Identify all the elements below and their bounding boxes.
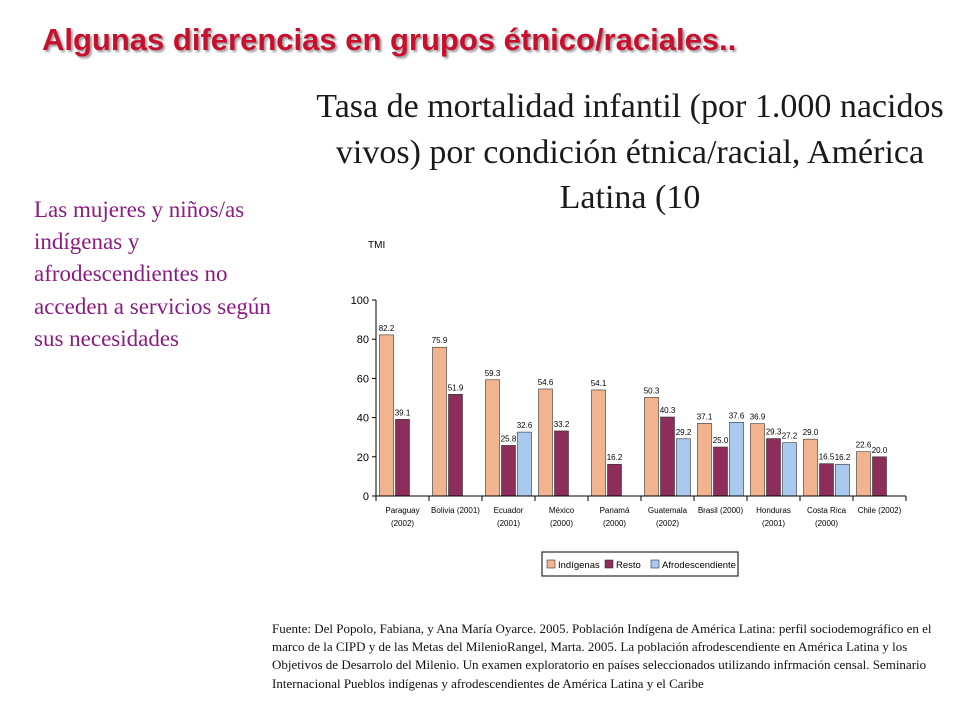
x-tick-label: (2001) — [762, 519, 785, 528]
bar — [607, 463, 622, 497]
bar — [448, 393, 463, 497]
bar — [782, 442, 797, 497]
data-label: 25.0 — [713, 436, 729, 445]
x-tick-label: (2002) — [391, 519, 414, 528]
data-label: 27.2 — [782, 432, 798, 441]
x-tick-label: Costa Rica — [807, 506, 847, 515]
bar — [501, 445, 516, 497]
data-label: 59.3 — [485, 369, 501, 378]
bar — [660, 416, 675, 497]
data-label: 22.6 — [856, 441, 872, 450]
data-label: 40.3 — [660, 406, 676, 415]
bar — [554, 430, 569, 497]
x-tick-label: Chile (2002) — [858, 506, 902, 515]
x-tick-label: Guatemala — [648, 506, 688, 515]
bar — [432, 346, 447, 497]
x-tick-label: Bolivia (2001) — [431, 506, 480, 515]
data-label: 33.2 — [554, 420, 570, 429]
y-tick-label: 40 — [357, 413, 369, 425]
bar — [676, 438, 691, 497]
x-tick-label: Ecuador — [494, 506, 524, 515]
bar — [517, 431, 532, 497]
x-tick-label: México — [549, 506, 575, 515]
data-label: 39.1 — [395, 408, 411, 417]
data-label: 75.9 — [432, 336, 448, 345]
side-note: Las mujeres y niños/as indígenas y afrod… — [34, 197, 271, 351]
data-label: 50.3 — [644, 386, 660, 395]
x-tick-label: Brasil (2000) — [698, 506, 744, 515]
x-tick-label: (2001) — [497, 519, 520, 528]
bar — [872, 456, 887, 497]
bar — [856, 451, 871, 497]
data-label: 16.2 — [835, 453, 851, 462]
x-tick-label: (2002) — [656, 519, 679, 528]
x-tick-label: (2000) — [603, 519, 626, 528]
legend-swatch — [546, 559, 556, 569]
legend-label: Afrodescendiente — [662, 560, 736, 571]
data-label: 29.3 — [766, 428, 782, 437]
bar — [819, 463, 834, 497]
x-tick-label: Honduras — [756, 506, 791, 515]
y-tick-label: 20 — [357, 452, 369, 464]
bar — [485, 379, 500, 497]
chart-heading: Tasa de mortalidad infantil (por 1.000 n… — [316, 88, 944, 217]
legend-box — [541, 551, 739, 577]
bar — [591, 389, 606, 497]
y-tick-label: 100 — [351, 295, 369, 307]
bar — [766, 438, 781, 497]
data-label: 16.5 — [819, 453, 835, 462]
y-axis-label: TMI — [368, 240, 385, 251]
data-label: 29.2 — [676, 428, 692, 437]
bar — [803, 438, 818, 497]
bar — [697, 422, 712, 497]
data-label: 32.6 — [517, 421, 533, 430]
y-tick-label: 60 — [357, 373, 369, 385]
data-label: 54.1 — [591, 379, 607, 388]
data-label: 37.6 — [729, 411, 745, 420]
data-label: 29.0 — [803, 428, 819, 437]
data-label: 20.0 — [872, 446, 888, 455]
bar — [835, 463, 850, 497]
bar — [379, 334, 394, 497]
bar — [729, 422, 744, 497]
slide-title: Algunas diferencias en grupos étnico/rac… — [42, 22, 737, 57]
x-tick-label: (2000) — [815, 519, 838, 528]
source-note: Fuente: Del Popolo, Fabiana, y Ana María… — [272, 621, 932, 691]
bar — [750, 423, 765, 497]
bar — [713, 446, 728, 497]
legend-label: Indígenas — [558, 560, 600, 571]
bar — [395, 419, 410, 497]
legend-swatch — [604, 559, 614, 569]
data-label: 36.9 — [750, 413, 766, 422]
data-label: 25.8 — [501, 434, 517, 443]
data-label: 82.2 — [379, 324, 395, 333]
data-label: 16.2 — [607, 453, 623, 462]
data-label: 54.6 — [538, 378, 554, 387]
y-tick-label: 80 — [357, 334, 369, 346]
bar — [644, 397, 659, 497]
x-tick-label: Paraguay — [385, 506, 419, 515]
legend-label: Resto — [616, 560, 641, 571]
infant-mortality-chart: 82.2 39.1 75.9 51.9 59.3 25.832.6 54.6 33.2 54.1… — [351, 240, 907, 577]
data-label: 37.1 — [697, 412, 713, 421]
bar — [538, 388, 553, 497]
data-label: 51.9 — [448, 383, 464, 392]
x-tick-label: (2000) — [550, 519, 573, 528]
x-tick-label: Panamá — [600, 506, 630, 515]
y-tick-label: 0 — [363, 491, 369, 503]
legend-swatch — [650, 559, 660, 569]
